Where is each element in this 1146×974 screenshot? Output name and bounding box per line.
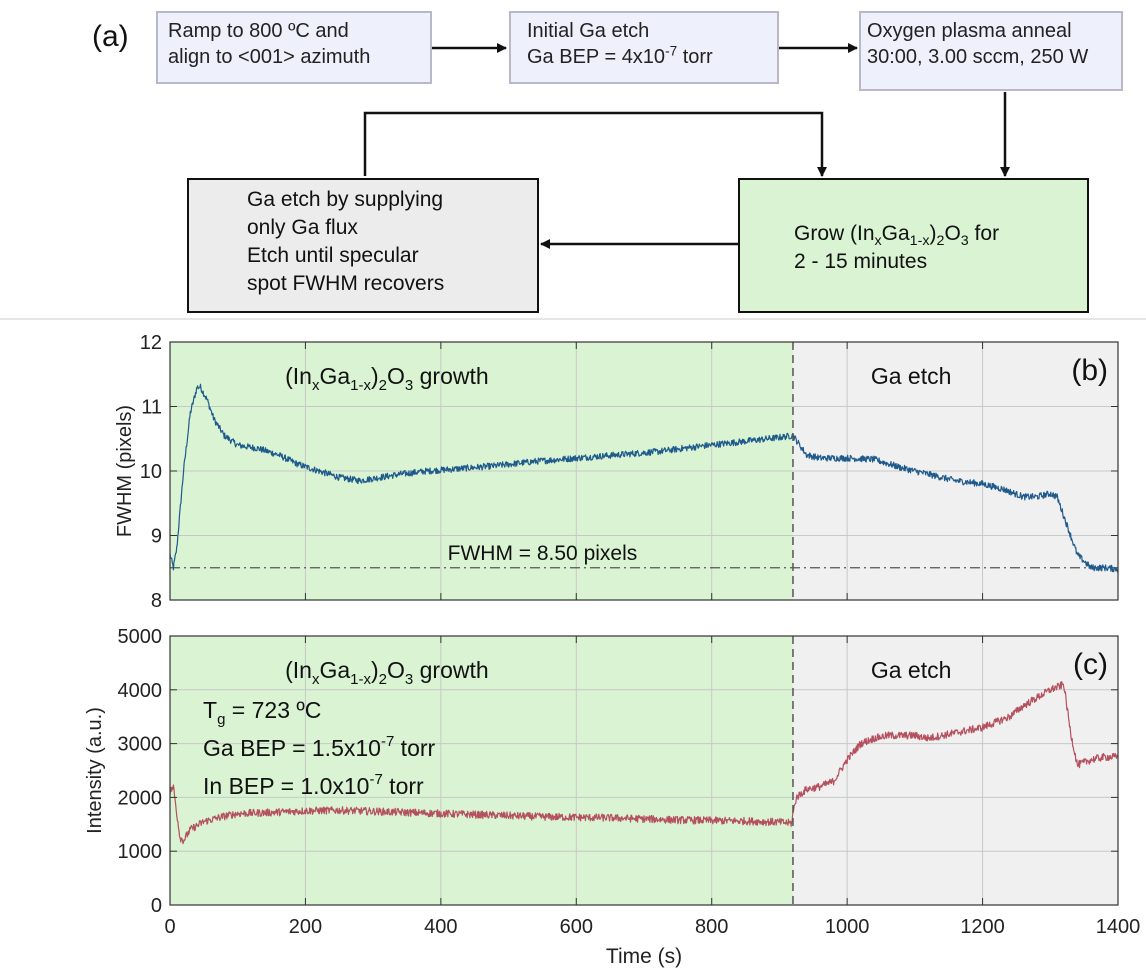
tick-label-x-c-6: 1200 (960, 916, 1005, 938)
flow-box-plasma-anneal-line2: 30:00, 3.00 sccm, 250 W (867, 46, 1089, 68)
flow-box-grow-line2: 2 - 15 minutes (794, 250, 928, 273)
panel-label-b: (b) (1071, 354, 1108, 387)
tick-label-x-c-5: 1000 (825, 916, 870, 938)
annotation-c-1: Ga BEP = 1.5x10-7 torr (203, 733, 436, 761)
growth-label-sub: x (312, 377, 320, 394)
flow-box-grow-line1: Grow (InxGa1-x)2O3 for (794, 222, 1000, 250)
flow-box-ga-etch: Ga etch by supplying only Ga flux Etch u… (187, 178, 539, 313)
tick-label-x-c-1: 200 (289, 916, 322, 938)
growth-label-sub: 2 (379, 377, 387, 394)
annotation-part: Ga BEP = 1.5x10 (203, 735, 381, 761)
flow-box-grow: Grow (InxGa1-x)2O3 for 2 - 15 minutes (738, 178, 1089, 313)
panel-label-c: (c) (1073, 648, 1108, 681)
growth-label-part: O (387, 363, 405, 389)
annotation-part: torr (383, 773, 424, 799)
tick-label-y-b-3: 11 (141, 397, 162, 419)
flow-box-ga-etch-line2: only Ga flux (247, 216, 358, 239)
series-line-c-0 (169, 681, 1119, 845)
x-axis-label-c: Time (s) (606, 945, 682, 968)
region-label-etch-b: Ga etch (871, 363, 952, 389)
series-line-b-0 (169, 383, 1119, 573)
y-axis-label-b: FWHM (pixels) (114, 405, 136, 537)
flow-box-initial-etch: Initial Ga etch Ga BEP = 4x10-7 torr (509, 11, 779, 84)
growth-label-part: (In (285, 657, 312, 683)
growth-label-sub: 1-x (350, 377, 371, 394)
plot-frame-c (169, 635, 1119, 906)
flowchart-arrows (0, 43, 1146, 320)
growth-label-part: (In (285, 363, 312, 389)
tick-label-x-c-7: 1400 (1096, 916, 1141, 938)
tick-label-x-c-3: 600 (560, 916, 593, 938)
panel-label-a: (a) (92, 20, 129, 53)
growth-label-sub: 3 (405, 671, 413, 688)
region-label-growth-c: (InxGa1-x)2O3 growth (285, 657, 489, 688)
growth-label-part: ) (371, 363, 379, 389)
flow-box-ga-etch-line4: spot FWHM recovers (247, 272, 445, 295)
tick-label-x-c-4: 800 (695, 916, 728, 938)
growth-label-part: growth (413, 363, 488, 389)
flow-box-ga-etch-line1: Ga etch by supplying (247, 188, 444, 211)
tick-label-x-c-0: 0 (164, 916, 175, 938)
flow-box-ramp-line2: align to <001> azimuth (168, 46, 371, 68)
tick-label-y-c-1: 1000 (118, 841, 163, 863)
annotation-c-2: In BEP = 1.0x10-7 torr (203, 771, 424, 799)
tick-label-y-c-0: 0 (151, 895, 162, 917)
flow-box-initial-etch-line1: Initial Ga etch (527, 20, 650, 42)
annotation-part: torr (394, 735, 435, 761)
arrow-box5-loop-to-box4 (363, 111, 827, 177)
tick-label-y-c-2: 2000 (118, 787, 163, 809)
flow-box-ramp-line1: Ramp to 800 ºC and (168, 20, 349, 42)
growth-label-part: O (387, 657, 405, 683)
annotation-part: = 723 ºC (225, 697, 321, 723)
y-axis-label-c: Intensity (a.u.) (84, 707, 106, 834)
tick-label-x-c-2: 400 (424, 916, 457, 938)
growth-label-part: Ga (319, 657, 350, 683)
annotation-part: In BEP = 1.0x10 (203, 773, 369, 799)
flow-box-ramp: Ramp to 800 ºC and align to <001> azimut… (156, 11, 432, 84)
tick-label-y-b-0: 8 (151, 590, 162, 612)
annotation-sup: -7 (369, 771, 382, 788)
growth-label-part: Ga (319, 363, 350, 389)
tick-label-y-c-3: 3000 (118, 734, 163, 756)
growth-label-sub: 1-x (350, 671, 371, 688)
tick-label-y-c-4: 4000 (118, 680, 163, 702)
flow-box-initial-etch-line2: Ga BEP = 4x10-7 torr (527, 43, 713, 68)
tick-label-y-b-2: 10 (140, 461, 162, 483)
flow-box-plasma-anneal-line1: Oxygen plasma anneal (867, 20, 1072, 42)
growth-label-part: ) (371, 657, 379, 683)
annotation-sup: -7 (381, 733, 394, 750)
flow-box-ga-etch-line3: Etch until specular (247, 244, 419, 267)
tick-label-y-b-4: 12 (140, 332, 162, 354)
growth-label-sub: 2 (379, 671, 387, 688)
annotation-c-0: Tg = 723 ºC (203, 697, 321, 728)
reference-line-label-b: FWHM = 8.50 pixels (448, 542, 638, 565)
region-label-growth-b: (InxGa1-x)2O3 growth (285, 363, 489, 394)
region-label-etch-c: Ga etch (871, 657, 952, 683)
growth-label-part: growth (413, 657, 488, 683)
flow-box-plasma-anneal: Oxygen plasma anneal 30:00, 3.00 sccm, 2… (859, 11, 1123, 91)
tick-label-y-b-1: 9 (151, 526, 162, 548)
annotation-sub: g (217, 711, 225, 728)
growth-label-sub: 3 (405, 377, 413, 394)
tick-label-y-c-5: 5000 (118, 626, 163, 648)
annotation-part: T (203, 697, 217, 723)
growth-label-sub: x (312, 671, 320, 688)
region-bg-c-0 (170, 636, 793, 905)
